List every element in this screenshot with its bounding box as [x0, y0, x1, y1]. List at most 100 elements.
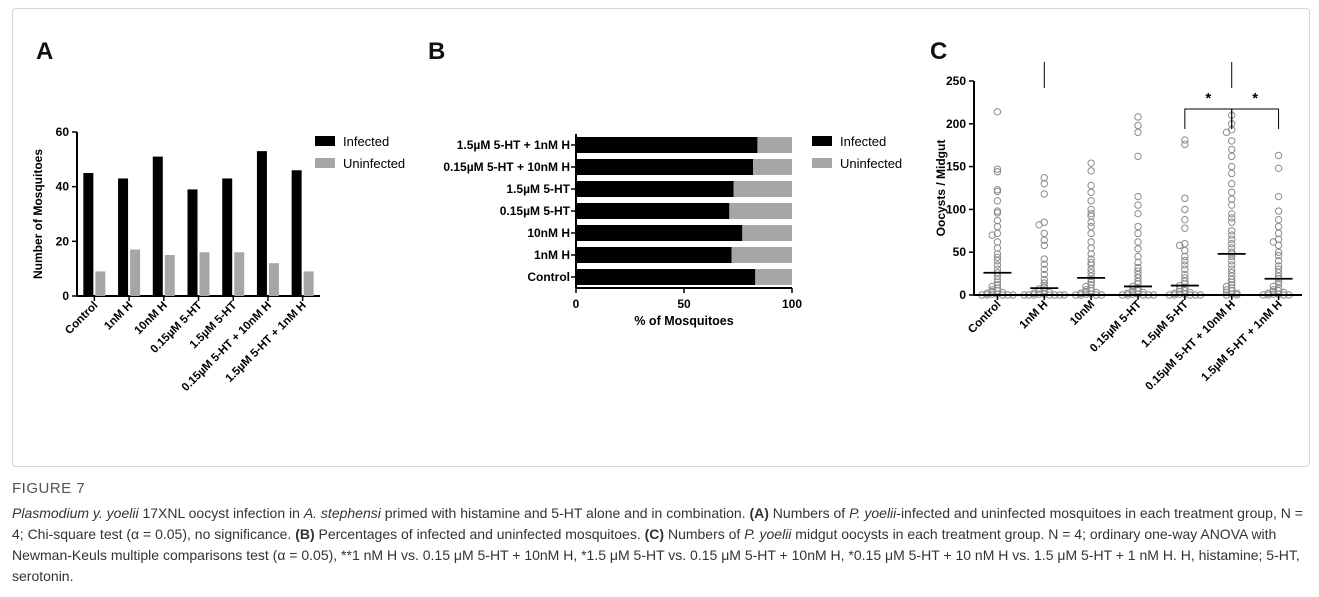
data-point	[993, 168, 1002, 176]
data-point	[1222, 286, 1231, 294]
data-point	[988, 231, 996, 239]
data-point	[1181, 194, 1189, 202]
caption: FIGURE 7 Plasmodium y. yoelii 17XNL oocy…	[12, 480, 1308, 587]
y-tick-label-b: 1.5µM 5-HT	[506, 182, 570, 196]
data-point	[1087, 222, 1095, 231]
y-tick-label-c: 100	[946, 202, 966, 216]
data-point	[993, 187, 1002, 196]
data-point	[1134, 128, 1142, 137]
data-point	[1040, 260, 1048, 268]
data-point	[1181, 246, 1189, 255]
caption-c-label: (C)	[644, 526, 665, 542]
hbar-uninfected	[755, 269, 792, 285]
data-point	[1269, 238, 1278, 246]
data-point	[1181, 140, 1189, 149]
data-point	[1274, 164, 1283, 173]
x-tick-label-b: 50	[677, 297, 691, 311]
data-point	[1134, 252, 1142, 261]
data-point	[1228, 214, 1236, 222]
bar-infected	[222, 178, 233, 296]
y-tick-label-a: 40	[56, 180, 70, 194]
y-tick-label-c: 0	[959, 288, 966, 302]
bar-infected	[83, 173, 94, 296]
hbar-uninfected	[742, 225, 792, 241]
data-point	[1228, 180, 1236, 188]
data-point	[1087, 250, 1095, 258]
data-point	[1082, 282, 1090, 291]
data-point	[1040, 241, 1048, 250]
y-tick-label-b: 0.15µM 5-HT + 10nM H	[443, 160, 570, 174]
y-tick-label-c: 150	[946, 160, 966, 174]
data-point	[1087, 159, 1095, 167]
caption-a-label: (A)	[749, 505, 769, 521]
data-point	[993, 257, 1002, 265]
data-point	[1228, 239, 1236, 248]
y-tick-label-b: 10nM H	[527, 226, 570, 240]
data-point	[1134, 152, 1142, 161]
caption-a-italic: P. yoelii	[849, 505, 897, 521]
data-point	[1134, 121, 1142, 130]
legend-label-infected-a: Infected	[343, 134, 389, 149]
hbar-infected	[576, 159, 754, 175]
data-point	[1134, 113, 1142, 121]
data-point	[1134, 258, 1142, 267]
data-point	[993, 197, 1002, 205]
y-axis-title-a: Number of Mosquitoes	[31, 149, 45, 279]
data-point	[1087, 287, 1095, 295]
data-point	[1134, 201, 1142, 209]
data-point	[1228, 235, 1236, 244]
data-point	[1175, 241, 1184, 250]
data-point	[993, 209, 1002, 217]
data-point	[1040, 270, 1048, 279]
data-point	[1228, 275, 1236, 284]
significance-bracket-3	[1231, 108, 1280, 129]
data-point	[993, 108, 1002, 116]
data-point	[1228, 137, 1236, 145]
data-point	[1274, 207, 1283, 215]
data-point	[993, 165, 1002, 173]
data-point	[1228, 231, 1236, 239]
bar-uninfected	[164, 255, 175, 296]
hbar-uninfected	[757, 137, 792, 153]
y-tick-label-c: 250	[946, 74, 966, 88]
data-point	[1040, 279, 1048, 287]
bar-infected	[187, 189, 198, 296]
hbar-uninfected	[753, 159, 792, 175]
y-tick-label-a: 60	[56, 125, 70, 139]
data-point	[1087, 167, 1095, 175]
x-tick-label-c: 1.5µM 5-HT	[1139, 299, 1191, 351]
legend-label-uninfected-a: Uninfected	[343, 156, 405, 171]
legend-swatch-infected-b	[812, 136, 832, 146]
x-tick-label-c: 10nM	[1068, 299, 1097, 328]
data-point	[1134, 229, 1142, 238]
caption-title-mid: 17XNL oocyst infection in	[138, 505, 304, 521]
data-point	[993, 287, 1002, 295]
data-point	[993, 244, 1002, 252]
data-point	[1222, 128, 1231, 137]
x-tick-label-c: 0.15µM 5-HT + 10nM H	[1144, 299, 1238, 393]
data-point	[1228, 261, 1236, 269]
data-point	[993, 261, 1002, 269]
data-point	[1181, 265, 1189, 274]
data-point	[1228, 209, 1236, 218]
y-tick-label-a: 20	[56, 234, 70, 248]
data-point	[1040, 180, 1048, 188]
data-point	[1087, 261, 1095, 269]
data-point	[1274, 229, 1283, 238]
hbar-uninfected	[731, 247, 792, 263]
x-tick-label-b: 100	[782, 297, 802, 311]
data-point	[1181, 224, 1189, 232]
significance-label: *	[1205, 90, 1211, 107]
significance-label: *	[1252, 90, 1258, 107]
bar-uninfected	[234, 252, 245, 296]
bar-infected	[118, 178, 129, 296]
y-tick-label-c: 200	[946, 117, 966, 131]
data-point	[1087, 188, 1095, 196]
data-point	[1228, 145, 1236, 154]
data-point	[993, 222, 1002, 231]
data-point	[1134, 238, 1142, 246]
data-point	[1228, 169, 1236, 178]
data-point	[1228, 227, 1236, 235]
data-point	[1134, 287, 1142, 295]
